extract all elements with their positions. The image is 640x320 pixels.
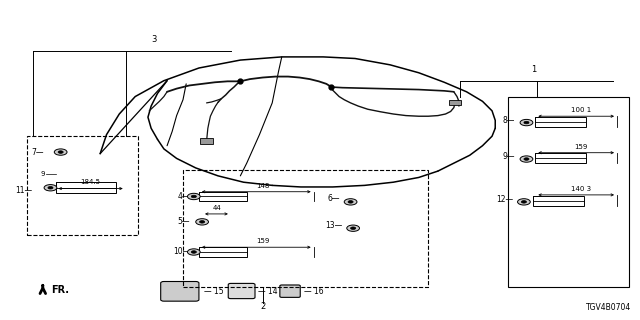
Circle shape	[344, 199, 357, 205]
Circle shape	[524, 158, 529, 160]
Text: 4—: 4—	[177, 192, 190, 201]
Text: 10—: 10—	[173, 247, 190, 257]
Bar	[199, 192, 246, 201]
Text: 9: 9	[40, 171, 45, 177]
Bar	[200, 139, 213, 143]
Circle shape	[44, 185, 57, 191]
Circle shape	[522, 201, 527, 203]
Circle shape	[520, 119, 533, 126]
Circle shape	[524, 121, 529, 124]
Text: — 14: — 14	[258, 287, 278, 296]
Bar	[183, 170, 428, 287]
Text: 184.5: 184.5	[81, 180, 100, 185]
Text: 148: 148	[256, 182, 269, 188]
Circle shape	[191, 195, 196, 198]
Circle shape	[188, 249, 200, 255]
Circle shape	[351, 227, 356, 229]
FancyBboxPatch shape	[161, 282, 199, 301]
Text: 13—: 13—	[325, 220, 342, 229]
Text: 12—: 12—	[496, 195, 513, 204]
Text: 8—: 8—	[502, 116, 515, 125]
Text: 11—: 11—	[15, 186, 32, 195]
FancyBboxPatch shape	[280, 285, 300, 297]
FancyBboxPatch shape	[228, 284, 255, 299]
Circle shape	[196, 219, 209, 225]
Circle shape	[191, 251, 196, 253]
Bar	[536, 153, 586, 163]
Text: 44: 44	[212, 205, 221, 211]
Bar	[508, 97, 629, 287]
Circle shape	[200, 220, 205, 223]
Text: — 15: — 15	[204, 287, 223, 296]
Circle shape	[188, 193, 200, 200]
Circle shape	[348, 201, 353, 203]
Circle shape	[347, 225, 360, 231]
Bar	[534, 196, 584, 206]
Circle shape	[520, 156, 533, 162]
Text: — 16: — 16	[304, 287, 324, 296]
Bar	[536, 116, 586, 127]
Bar	[199, 247, 246, 257]
Bar	[27, 136, 138, 235]
Text: TGV4B0704: TGV4B0704	[586, 303, 631, 312]
Text: 140 3: 140 3	[571, 186, 591, 192]
Text: 9—: 9—	[502, 152, 515, 161]
Circle shape	[518, 199, 531, 205]
Text: 6—: 6—	[328, 194, 340, 203]
Circle shape	[58, 151, 63, 153]
Bar	[449, 100, 461, 105]
Circle shape	[54, 149, 67, 155]
Text: 1: 1	[531, 65, 536, 74]
Text: 2: 2	[260, 302, 265, 311]
Text: FR.: FR.	[51, 285, 69, 295]
Text: 159: 159	[256, 238, 269, 244]
Bar	[56, 182, 116, 193]
Circle shape	[48, 187, 53, 189]
Text: 7—: 7—	[31, 148, 44, 156]
Text: 3: 3	[152, 35, 157, 44]
Text: 159: 159	[575, 144, 588, 149]
Text: 5—: 5—	[177, 217, 190, 226]
Text: 100 1: 100 1	[571, 107, 591, 113]
